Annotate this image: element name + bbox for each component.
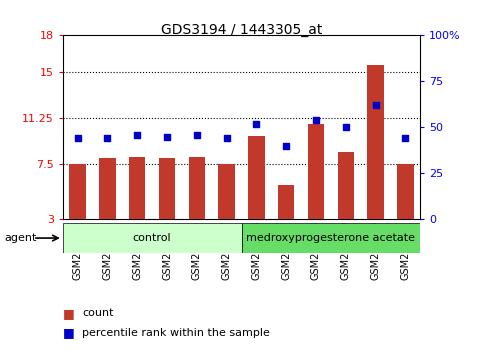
Text: ■: ■ xyxy=(63,307,74,320)
Point xyxy=(282,143,290,149)
Point xyxy=(223,136,230,141)
Text: GDS3194 / 1443305_at: GDS3194 / 1443305_at xyxy=(161,23,322,37)
Point xyxy=(342,125,350,130)
Text: ■: ■ xyxy=(63,326,74,339)
Point xyxy=(401,136,409,141)
Point xyxy=(74,136,82,141)
Point xyxy=(104,136,112,141)
Point xyxy=(193,132,201,138)
Text: agent: agent xyxy=(5,233,37,243)
Text: control: control xyxy=(133,233,171,243)
Bar xyxy=(248,136,265,219)
Bar xyxy=(63,223,242,253)
Bar xyxy=(242,223,420,253)
Bar xyxy=(159,158,175,219)
Bar xyxy=(189,157,205,219)
Bar xyxy=(278,185,294,219)
Point xyxy=(312,117,320,123)
Bar xyxy=(129,157,145,219)
Point xyxy=(163,134,171,139)
Bar xyxy=(308,124,324,219)
Bar xyxy=(338,152,354,219)
Bar xyxy=(218,164,235,219)
Text: count: count xyxy=(82,308,114,318)
Text: percentile rank within the sample: percentile rank within the sample xyxy=(82,328,270,338)
Point xyxy=(253,121,260,127)
Point xyxy=(133,132,141,138)
Point xyxy=(372,103,380,108)
Bar xyxy=(368,65,384,219)
Bar xyxy=(397,164,413,219)
Bar xyxy=(99,158,115,219)
Text: medroxyprogesterone acetate: medroxyprogesterone acetate xyxy=(246,233,415,243)
Bar xyxy=(70,164,86,219)
